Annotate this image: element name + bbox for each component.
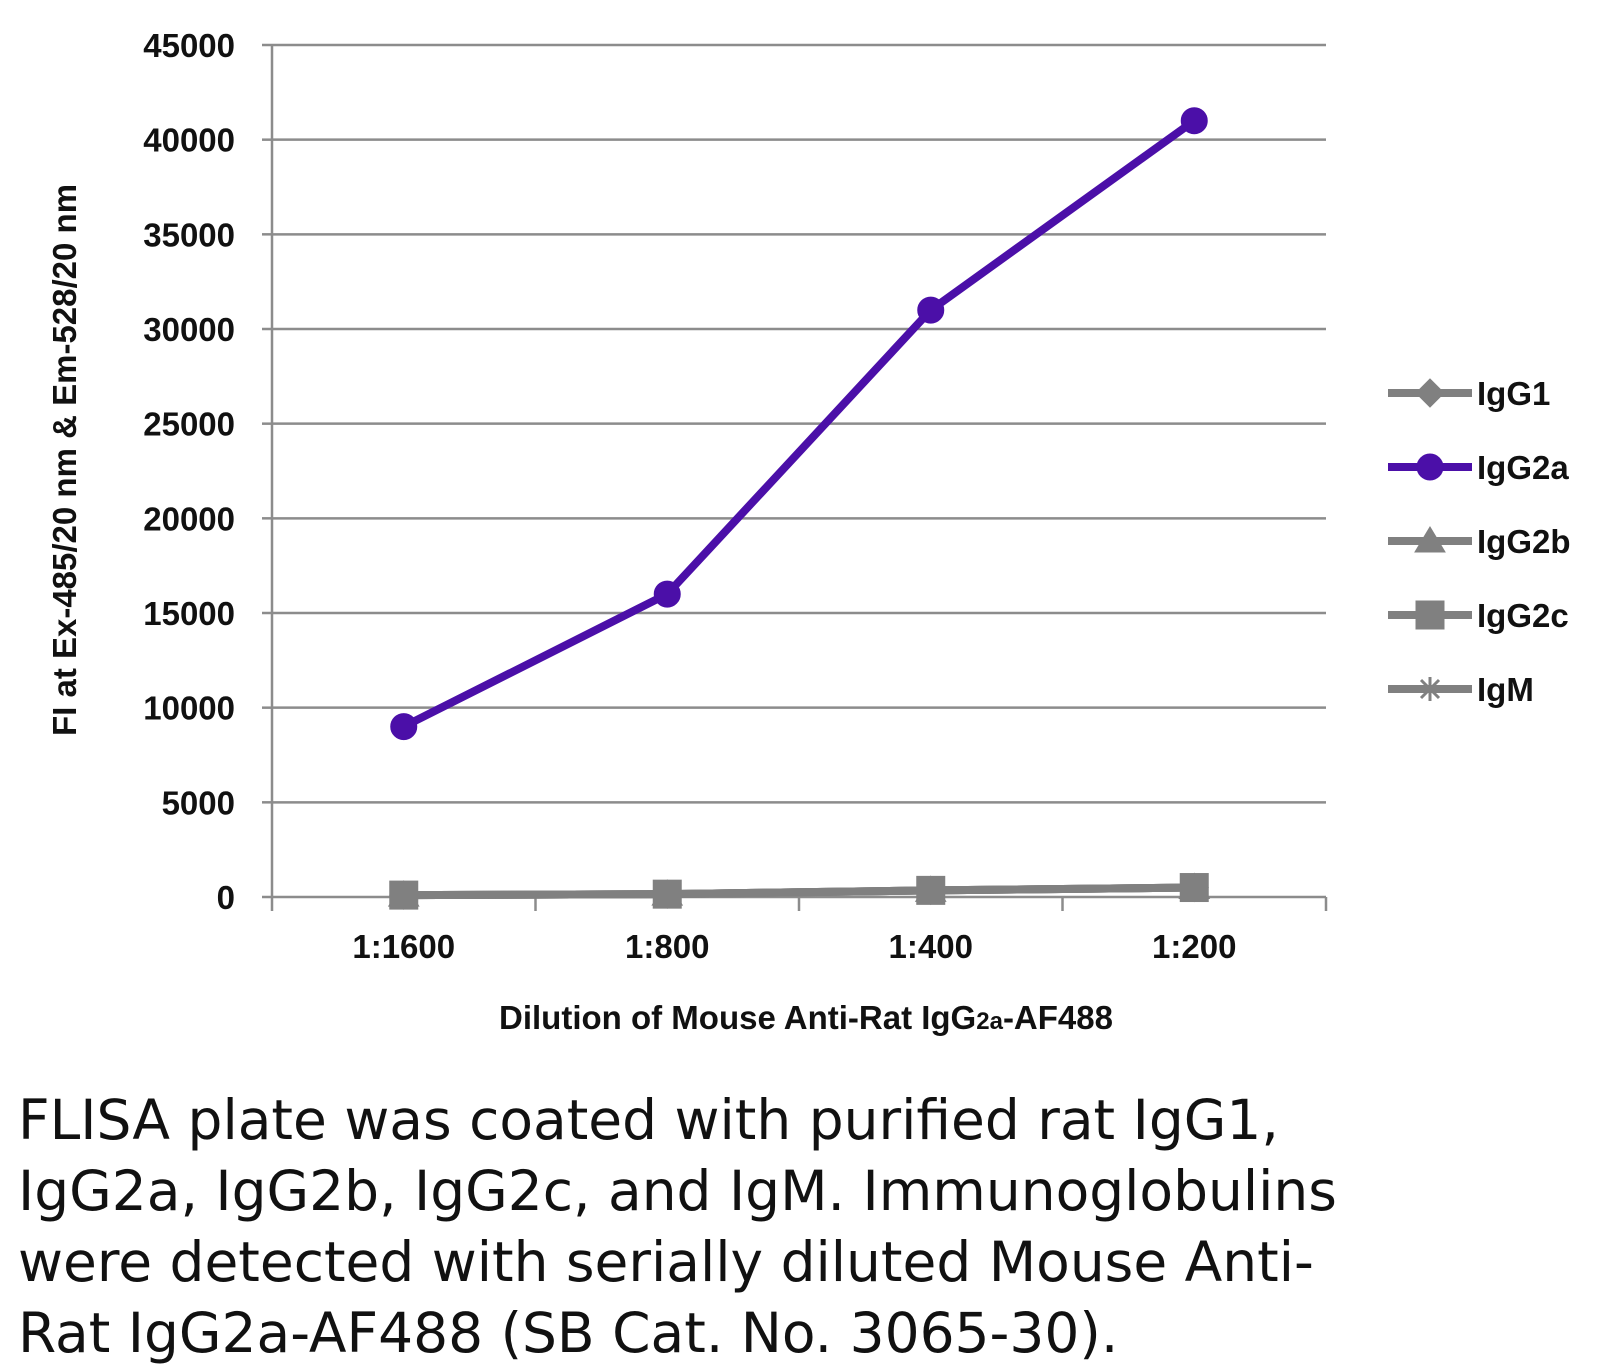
y-tick-label: 35000 <box>143 216 235 253</box>
legend-item-IgG2a: IgG2a <box>1388 449 1569 486</box>
marker-stroke <box>657 884 678 905</box>
gridlines <box>272 43 1326 804</box>
legend-label: IgG1 <box>1477 375 1550 412</box>
series-IgM <box>391 875 1207 908</box>
data-point <box>391 883 416 908</box>
x-tick-label: 1:1600 <box>352 928 455 965</box>
y-tick-label: 45000 <box>143 27 235 64</box>
marker-stroke <box>1419 678 1441 700</box>
y-tick-label: 15000 <box>143 595 235 632</box>
data-point <box>655 882 680 907</box>
y-tick-label: 40000 <box>143 122 235 159</box>
series-IgG2a <box>390 107 1208 741</box>
y-tick-label: 20000 <box>143 500 235 537</box>
data-point <box>653 580 681 608</box>
marker-stroke <box>1184 877 1205 898</box>
legend-label: IgM <box>1477 671 1534 708</box>
y-tick-label: 0 <box>217 879 235 916</box>
tick-labels: 0 5000 10000 15000 20000 25000 30000 35000 40000… <box>143 27 1236 965</box>
legend-marker <box>1414 526 1446 553</box>
y-tick-label: 30000 <box>143 311 235 348</box>
legend-label: IgG2c <box>1477 597 1569 634</box>
x-axis-label: Dilution of Mouse Anti-Rat IgG2a-AF488 <box>499 999 1113 1036</box>
series-line <box>403 883 1195 900</box>
legend-label: IgG2a <box>1477 449 1569 486</box>
axes <box>262 43 1328 911</box>
legend-marker <box>1415 600 1445 630</box>
caption-line: IgG2a, IgG2b, IgG2c, and IgM. Immunoglob… <box>18 1159 1337 1223</box>
legend-item-IgG2b: IgG2b <box>1388 523 1571 560</box>
x-tick-label: 1:800 <box>625 928 709 965</box>
caption-line: Rat IgG2a-AF488 (SB Cat. No. 3065-30). <box>18 1301 1119 1365</box>
series-line <box>401 117 1197 731</box>
marker-stroke <box>393 885 414 906</box>
elisa-line-chart: 0 5000 10000 15000 20000 25000 30000 35000 40000… <box>46 27 1571 1036</box>
caption-line: were detected with serially diluted Mous… <box>18 1230 1314 1294</box>
data-series <box>387 107 1211 910</box>
x-tick-label: 1:400 <box>889 928 973 965</box>
figure-caption: FLISA plate was coated with purified rat… <box>18 1085 1578 1369</box>
data-point <box>390 713 418 741</box>
y-tick-label: 25000 <box>143 406 235 443</box>
data-point <box>1182 875 1207 900</box>
legend: IgG1 IgG2a IgG2b IgG2c IgM <box>1388 375 1571 708</box>
legend-item-IgM: IgM <box>1388 671 1534 708</box>
legend-marker <box>1415 378 1445 408</box>
data-point <box>917 296 945 324</box>
legend-marker <box>1418 677 1442 701</box>
y-tick-label: 5000 <box>162 784 235 821</box>
y-axis-label: FI at Ex-485/20 nm & Em-528/20 nm <box>46 184 83 736</box>
legend-item-IgG2c: IgG2c <box>1388 597 1569 634</box>
legend-item-IgG1: IgG1 <box>1388 375 1550 412</box>
marker-stroke <box>920 880 941 901</box>
legend-label: IgG2b <box>1477 523 1571 560</box>
data-point <box>918 878 943 903</box>
x-tick-label: 1:200 <box>1152 928 1236 965</box>
caption-line: FLISA plate was coated with purified rat… <box>18 1088 1279 1152</box>
y-tick-label: 10000 <box>143 690 235 727</box>
legend-marker <box>1416 453 1444 481</box>
data-point <box>1180 107 1208 135</box>
